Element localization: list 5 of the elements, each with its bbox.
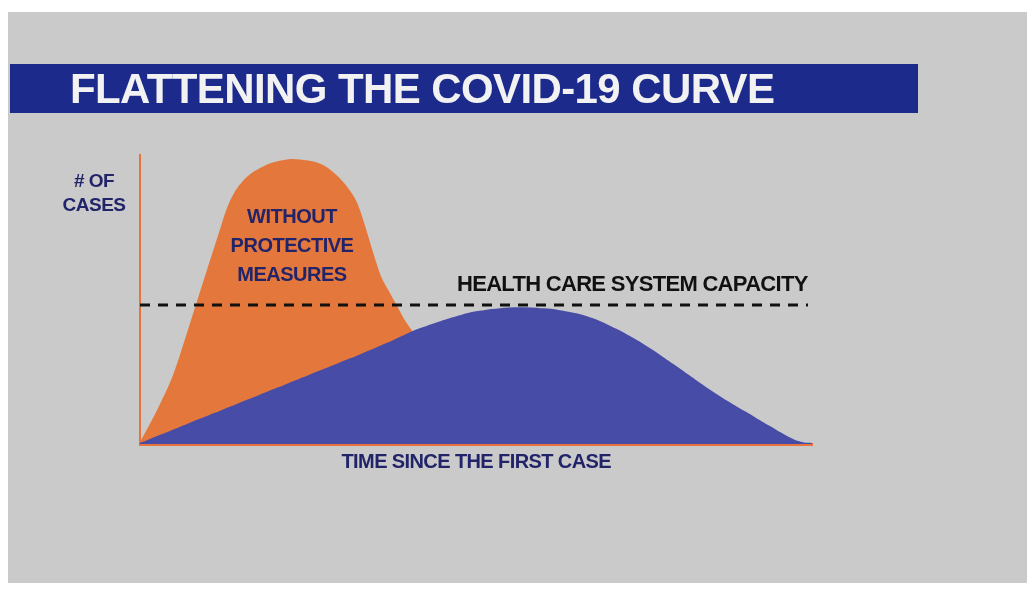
x-axis-title: TIME SINCE THE FIRST CASE	[341, 450, 611, 473]
chart-title: FLATTENING THE COVID-19 CURVE	[10, 64, 918, 113]
y-axis-title: # OF CASES	[61, 169, 127, 217]
series-label: WITHOUT PROTECTIVE MEASURES	[229, 204, 355, 288]
ref-line-label: HEALTH CARE SYSTEM CAPACITY	[457, 270, 808, 297]
